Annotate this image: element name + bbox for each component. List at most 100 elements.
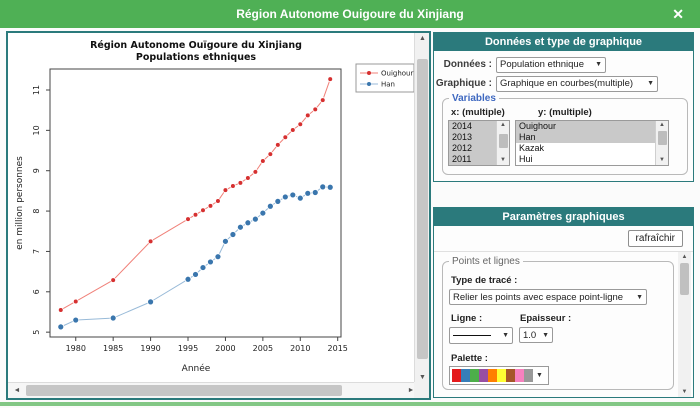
points-lines-fieldset: Points et lignes Type de tracé : Relier … [442, 256, 674, 390]
list-item[interactable]: Ouighour [516, 121, 655, 132]
svg-text:2010: 2010 [290, 344, 310, 353]
close-icon[interactable]: ✕ [672, 6, 684, 22]
chevron-down-icon: ▼ [536, 372, 543, 379]
scroll-up-icon[interactable]: ▲ [681, 254, 688, 260]
variables-legend: Variables [452, 93, 496, 104]
title-bar: Région Autonome Ouigoure du Xinjiang ✕ [0, 0, 700, 28]
variables-fieldset: Variables x: (multiple) y: (multiple) 20… [442, 93, 688, 175]
svg-text:8: 8 [32, 209, 41, 214]
data-type-section: Données et type de graphique Données : P… [433, 32, 694, 182]
refresh-row: rafraîchir [434, 226, 693, 252]
chart-vertical-scrollbar[interactable]: ▲ ▼ [414, 33, 429, 384]
window-title: Région Autonome Ouigoure du Xinjiang [236, 7, 464, 21]
palette-color-swatch [515, 369, 524, 382]
line-style-sample [453, 335, 499, 336]
graphic-select[interactable]: Graphique en courbes(multiple) ▼ [496, 75, 658, 92]
palette-color-swatch [497, 369, 506, 382]
svg-text:Région Autonome Ouïgoure du Xi: Région Autonome Ouïgoure du Xinjiang [90, 40, 302, 51]
palette-color-swatch [470, 369, 479, 382]
svg-text:1995: 1995 [178, 344, 198, 353]
chart-canvas: Région Autonome Ouïgoure du Xinjiang Popu… [9, 34, 415, 384]
chevron-down-icon: ▼ [595, 61, 602, 68]
svg-text:1985: 1985 [103, 344, 123, 353]
scroll-right-icon[interactable]: ► [407, 387, 415, 394]
svg-text:9: 9 [32, 168, 41, 173]
bottom-accent-strip [0, 402, 700, 406]
scroll-up-icon[interactable]: ▲ [500, 122, 506, 128]
svg-text:Han: Han [381, 81, 395, 89]
scroll-down-icon[interactable]: ▼ [419, 374, 426, 381]
y-list-scrollbar[interactable]: ▲ ▼ [655, 121, 668, 165]
svg-text:2000: 2000 [215, 344, 235, 353]
svg-text:Ouighour: Ouighour [381, 70, 413, 78]
svg-text:10: 10 [32, 125, 41, 135]
list-item[interactable]: 2011 [449, 154, 496, 165]
data-select-value: Population ethnique [500, 59, 584, 70]
palette-color-swatch [461, 369, 470, 382]
list-item[interactable]: 2012 [449, 143, 496, 154]
vertical-scroll-thumb[interactable] [417, 59, 428, 359]
svg-text:2015: 2015 [328, 344, 348, 353]
line-label: Ligne : [451, 313, 483, 324]
solid-line-icon [453, 335, 491, 336]
scroll-down-icon[interactable]: ▼ [500, 157, 506, 163]
palette-color-swatch [488, 369, 497, 382]
chart-horizontal-scrollbar[interactable]: ◄ ► [8, 382, 418, 398]
y-variable-label: y: (multiple) [538, 107, 592, 118]
data-label: Données : [443, 59, 492, 70]
data-select[interactable]: Population ethnique ▼ [496, 56, 606, 73]
x-list-scrollbar[interactable]: ▲ ▼ [496, 121, 509, 165]
params-vertical-scrollbar[interactable]: ▲ ▼ [678, 252, 691, 397]
svg-text:2005: 2005 [253, 344, 273, 353]
palette-color-swatch [452, 369, 461, 382]
list-item[interactable]: 2014 [449, 121, 496, 132]
svg-text:Populations ethniques: Populations ethniques [136, 52, 257, 63]
scroll-left-icon[interactable]: ◄ [13, 387, 21, 394]
svg-text:7: 7 [32, 249, 41, 254]
x-variable-listbox[interactable]: 2014 2013 2012 2011 ▲ ▼ [448, 120, 510, 166]
params-scroll-area: Points et lignes Type de tracé : Relier … [434, 252, 693, 398]
scroll-up-icon[interactable]: ▲ [419, 35, 426, 42]
section-header-data: Données et type de graphique [434, 33, 693, 51]
points-lines-legend: Points et lignes [452, 256, 520, 267]
x-variable-label: x: (multiple) [451, 107, 505, 118]
svg-text:Année: Année [182, 363, 211, 374]
palette-color-swatch [506, 369, 515, 382]
chevron-down-icon: ▼ [502, 332, 509, 339]
horizontal-scroll-thumb[interactable] [26, 385, 342, 396]
chart-panel: Région Autonome Ouïgoure du Xinjiang Popu… [6, 31, 431, 400]
params-scroll-thumb[interactable] [680, 263, 689, 295]
list-item[interactable]: Kazak [519, 143, 545, 153]
graphic-params-section: Paramètres graphiques rafraîchir Points … [433, 207, 694, 398]
scroll-down-icon[interactable]: ▼ [681, 389, 688, 395]
graphic-select-value: Graphique en courbes(multiple) [500, 78, 634, 89]
scroll-up-icon[interactable]: ▲ [659, 122, 665, 128]
chevron-down-icon: ▼ [647, 80, 654, 87]
x-list-scroll-thumb[interactable] [499, 134, 508, 148]
svg-text:11: 11 [32, 85, 41, 95]
scroll-down-icon[interactable]: ▼ [659, 157, 665, 163]
palette-label: Palette : [451, 353, 488, 364]
list-item[interactable]: Han [516, 132, 655, 143]
list-item[interactable]: 2013 [449, 132, 496, 143]
palette-color-swatch [479, 369, 488, 382]
chevron-down-icon: ▼ [542, 331, 549, 339]
thickness-value: 1.0 [523, 329, 537, 341]
svg-text:1990: 1990 [140, 344, 160, 353]
palette-select[interactable]: ▼ [449, 366, 549, 385]
trace-type-select[interactable]: Relier les points avec espace point-lign… [449, 289, 647, 305]
list-item[interactable]: Hui [519, 154, 533, 164]
refresh-button[interactable]: rafraîchir [627, 230, 683, 247]
y-variable-listbox[interactable]: Ouighour Han Kazak Hui ▲ ▼ [515, 120, 669, 166]
population-line-chart: Région Autonome Ouïgoure du XinjiangPopu… [15, 40, 415, 374]
y-list-scroll-thumb[interactable] [658, 131, 667, 145]
graphic-label: Graphique : [435, 78, 492, 89]
svg-text:1980: 1980 [66, 344, 86, 353]
thickness-select[interactable]: 1.0 ▼ [519, 327, 553, 343]
data-row: Données : Population ethnique ▼ [434, 56, 693, 73]
thickness-label: Epaisseur : [520, 313, 572, 324]
svg-text:5: 5 [32, 330, 41, 335]
trace-type-label: Type de tracé : [451, 275, 518, 286]
line-style-select[interactable]: ▼ [449, 327, 513, 344]
